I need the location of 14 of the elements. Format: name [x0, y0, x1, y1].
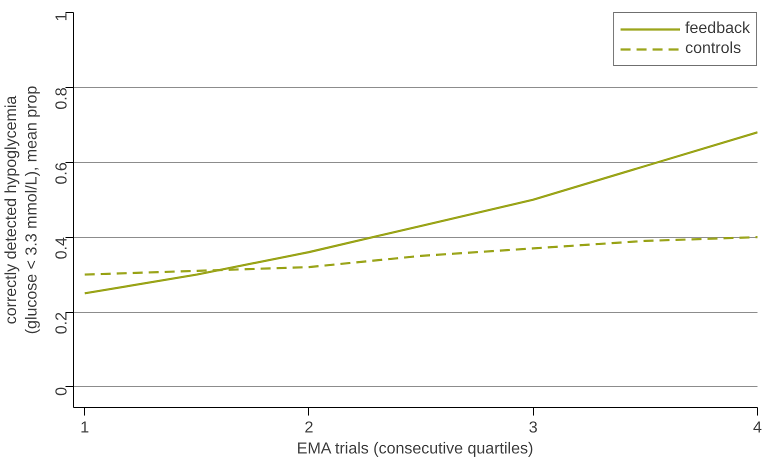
x-tick-label: 4	[753, 420, 762, 436]
y-tick-label: 1	[54, 12, 70, 22]
y-tick-label: 0.6	[54, 162, 70, 185]
x-tick-label: 2	[304, 420, 314, 436]
y-axis-title: correctly detected hypoglycemia (glucose < 3.3 mmol/L), mean prop	[3, 86, 40, 334]
y-tick-label: 0.2	[54, 312, 70, 334]
y-tick-label: 0.8	[54, 87, 70, 110]
x-axis-title: EMA trials (consecutive quartiles)	[296, 440, 534, 458]
y-tick-label: 0.4	[54, 237, 70, 260]
x-tick-label: 1	[80, 420, 90, 436]
legend-label: feedback	[685, 20, 750, 38]
x-tick-label: 3	[528, 420, 538, 436]
y-tick-label: 0	[54, 386, 70, 396]
legend-label: controls	[685, 40, 742, 58]
